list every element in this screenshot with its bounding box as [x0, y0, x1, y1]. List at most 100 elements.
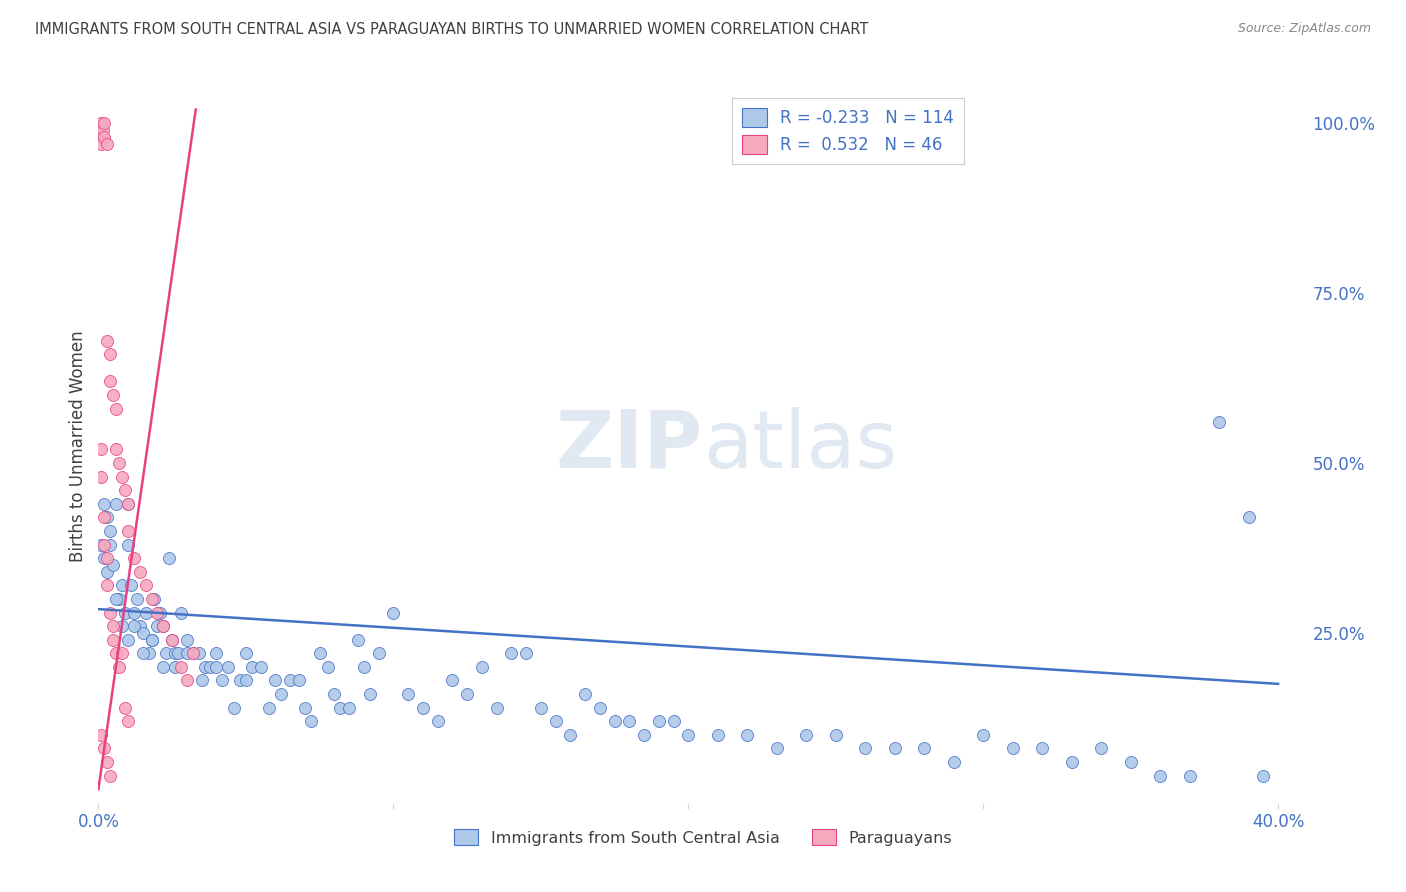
Point [235, 673, 257, 688]
Y-axis label: Births to Unmarried Women: Births to Unmarried Women [69, 330, 87, 562]
Legend: Immigrants from South Central Asia, Paraguayans: Immigrants from South Central Asia, Para… [447, 822, 959, 852]
Point [101, 619, 124, 633]
Point [501, 646, 523, 660]
Point [259, 700, 281, 714]
Point [91, 123, 114, 137]
Point [101, 632, 124, 647]
Point [329, 700, 352, 714]
Point [426, 714, 449, 729]
Point [101, 558, 124, 572]
Point [141, 632, 163, 647]
Point [96, 334, 118, 348]
Point [90, 537, 112, 551]
Point [662, 714, 685, 729]
Point [412, 700, 434, 714]
Point [90, 442, 112, 457]
Point [205, 660, 228, 674]
Point [211, 673, 233, 688]
Point [98, 769, 121, 783]
Point [170, 660, 193, 674]
Point [108, 456, 131, 470]
Point [117, 497, 139, 511]
Point [318, 660, 340, 674]
Point [122, 606, 145, 620]
Point [240, 660, 263, 674]
Point [200, 660, 222, 674]
Point [93, 497, 115, 511]
Point [359, 687, 381, 701]
Point [176, 673, 198, 688]
Point [135, 606, 157, 620]
Point [149, 606, 172, 620]
Point [1119, 755, 1142, 769]
Point [589, 700, 612, 714]
Point [98, 375, 121, 389]
Point [190, 673, 212, 688]
Point [794, 728, 817, 742]
Point [152, 660, 174, 674]
Point [264, 673, 287, 688]
Point [105, 646, 128, 660]
Point [160, 632, 183, 647]
Point [96, 551, 118, 566]
Point [735, 728, 758, 742]
Point [105, 401, 128, 416]
Point [229, 673, 252, 688]
Point [1253, 769, 1275, 783]
Point [111, 646, 134, 660]
Point [353, 660, 375, 674]
Point [105, 497, 128, 511]
Point [217, 660, 239, 674]
Point [93, 551, 115, 566]
Point [90, 469, 112, 483]
Point [90, 116, 112, 130]
Point [853, 741, 876, 756]
Point [96, 510, 118, 524]
Point [603, 714, 626, 729]
Point [93, 116, 115, 130]
Point [111, 469, 134, 483]
Point [98, 606, 121, 620]
Text: atlas: atlas [703, 407, 897, 485]
Point [706, 728, 728, 742]
Point [633, 728, 655, 742]
Point [235, 646, 257, 660]
Point [157, 551, 180, 566]
Point [108, 660, 131, 674]
Point [101, 388, 124, 402]
Point [441, 673, 464, 688]
Point [117, 714, 139, 729]
Point [160, 632, 183, 647]
Point [125, 591, 148, 606]
Point [146, 619, 169, 633]
Point [471, 660, 494, 674]
Point [222, 700, 245, 714]
Point [249, 660, 271, 674]
Point [114, 606, 136, 620]
Point [170, 606, 193, 620]
Point [824, 728, 846, 742]
Point [337, 700, 360, 714]
Point [96, 136, 118, 151]
Point [308, 646, 330, 660]
Point [96, 565, 118, 579]
Point [152, 619, 174, 633]
Point [114, 483, 136, 498]
Point [117, 537, 139, 551]
Point [972, 728, 994, 742]
Point [93, 537, 115, 551]
Point [141, 632, 163, 647]
Point [367, 646, 389, 660]
Point [181, 646, 204, 660]
Point [560, 728, 582, 742]
Point [619, 714, 641, 729]
Point [544, 714, 567, 729]
Point [98, 524, 121, 538]
Point [765, 741, 787, 756]
Point [93, 129, 115, 144]
Point [294, 700, 316, 714]
Point [93, 741, 115, 756]
Point [278, 673, 301, 688]
Point [181, 646, 204, 660]
Point [1178, 769, 1201, 783]
